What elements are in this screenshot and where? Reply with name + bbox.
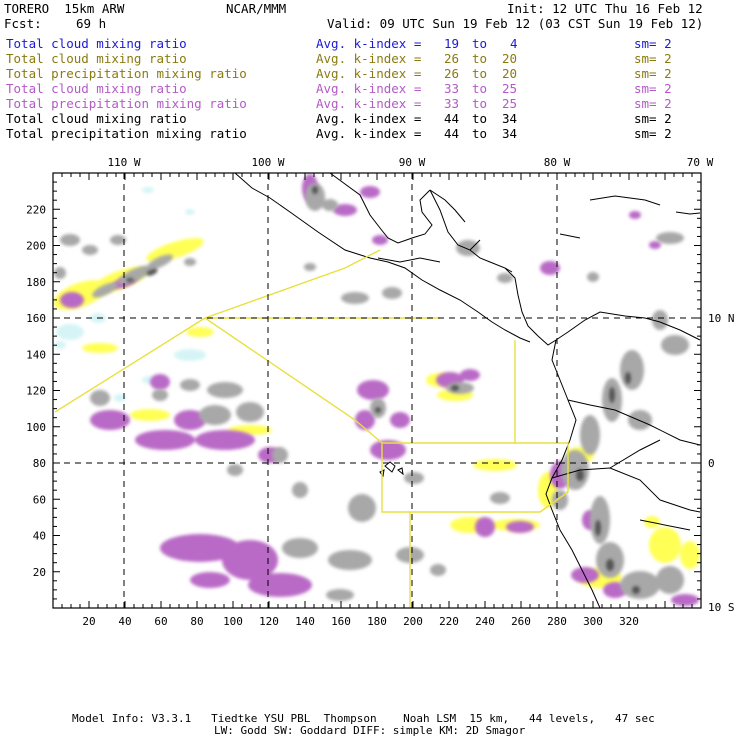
y-tick-label: 100: [26, 421, 46, 434]
legend-to: to: [472, 126, 488, 141]
legend-kindex: Avg. k-index =: [316, 111, 422, 126]
y-tick-label: 80: [33, 457, 46, 470]
legend-field: Total cloud mixing ratio: [6, 111, 187, 126]
legend-lo: 34: [502, 111, 518, 126]
y-tick-label: 220: [26, 203, 46, 216]
legend-hi: 33: [444, 96, 460, 111]
legend-to: to: [472, 111, 488, 126]
x-tick-label: 200: [403, 615, 423, 628]
coastlines: [234, 173, 701, 608]
x-tick-label: 80: [190, 615, 203, 628]
legend-field: Total cloud mixing ratio: [6, 36, 187, 51]
lon-label: 110 W: [107, 156, 140, 169]
x-tick-label: 320: [619, 615, 639, 628]
y-tick-label: 60: [33, 493, 46, 506]
lat-label: 10 N: [708, 312, 735, 325]
legend-kindex: Avg. k-index =: [316, 66, 422, 81]
y-tick-label: 140: [26, 348, 46, 361]
x-tick-label: 140: [295, 615, 315, 628]
legend-lo: 20: [502, 66, 518, 81]
x-tick-label: 300: [583, 615, 603, 628]
legend-hi: 44: [444, 126, 460, 141]
x-tick-label: 100: [223, 615, 243, 628]
x-tick-label: 280: [547, 615, 567, 628]
valid-time: Valid: 09 UTC Sun 19 Feb 12 (03 CST Sun …: [327, 16, 704, 31]
model-title: TORERO 15km ARW: [4, 1, 125, 16]
legend-kindex: Avg. k-index =: [316, 51, 422, 66]
lon-label: 80 W: [544, 156, 571, 169]
model-info: Model Info: V3.3.1 Tiedtke YSU PBL Thomp…: [72, 712, 655, 725]
x-tick-label: 20: [82, 615, 95, 628]
legend-to: to: [472, 51, 488, 66]
lon-label: 100 W: [251, 156, 284, 169]
legend-sm: sm= 2: [634, 51, 672, 66]
lon-label: 70 W: [687, 156, 714, 169]
y-tick-label: 120: [26, 385, 46, 398]
x-tick-label: 60: [154, 615, 167, 628]
legend-kindex: Avg. k-index =: [316, 36, 422, 51]
x-tick-label: 180: [367, 615, 387, 628]
legend-kindex: Avg. k-index =: [316, 126, 422, 141]
x-tick-label: 220: [439, 615, 459, 628]
organization-label: NCAR/MMM: [226, 1, 287, 16]
y-tick-label: 160: [26, 312, 46, 325]
legend-field: Total precipitation mixing ratio: [6, 66, 247, 81]
x-axis-ticks: 20 40 60 80 100 120 140 160 180 200 220 240 260 280 30…: [61, 173, 693, 628]
lat-label: 10 S: [708, 601, 735, 614]
legend-lo: 34: [502, 126, 518, 141]
legend-hi: 26: [444, 66, 460, 81]
legend-sm: sm= 2: [634, 81, 672, 96]
forecast-label: Fcst:: [4, 16, 42, 31]
init-time: Init: 12 UTC Thu 16 Feb 12: [507, 1, 703, 16]
lat-label: 0: [708, 457, 715, 470]
y-tick-label: 200: [26, 240, 46, 253]
legend-field: Total precipitation mixing ratio: [6, 96, 247, 111]
legend-field: Total precipitation mixing ratio: [6, 126, 247, 141]
forecast-hours: 69 h: [76, 16, 107, 31]
legend-hi: 19: [444, 36, 460, 51]
x-tick-label: 260: [511, 615, 531, 628]
legend-field: Total cloud mixing ratio: [6, 81, 187, 96]
legend-sm: sm= 2: [634, 36, 672, 51]
x-tick-label: 120: [259, 615, 279, 628]
y-axis-ticks: 220 200 180 160 140 120 100 80 60 40 20: [26, 181, 701, 600]
legend-lo: 25: [502, 81, 518, 96]
legend-to: to: [472, 96, 488, 111]
cloud-field-low-kindex: [54, 187, 206, 402]
legend-sm: sm= 2: [634, 96, 672, 111]
legend-to: to: [472, 36, 488, 51]
legend-sm: sm= 2: [634, 66, 672, 81]
legend-field: Total cloud mixing ratio: [6, 51, 187, 66]
physics-info: LW: Godd SW: Goddard DIFF: simple KM: 2D…: [214, 724, 526, 737]
legend-hi: 33: [444, 81, 460, 96]
y-tick-label: 40: [33, 530, 46, 543]
x-tick-label: 240: [475, 615, 495, 628]
legend-lo: 4: [510, 36, 518, 51]
precip-field-high-kindex: [126, 186, 640, 594]
y-tick-label: 20: [33, 566, 46, 579]
legend-hi: 44: [444, 111, 460, 126]
legend-sm: sm= 2: [634, 111, 672, 126]
x-tick-label: 160: [331, 615, 351, 628]
legend-kindex: Avg. k-index =: [316, 96, 422, 111]
legend-to: to: [472, 66, 488, 81]
legend-lo: 20: [502, 51, 518, 66]
legend-lo: 25: [502, 96, 518, 111]
lat-lon-grid: [53, 173, 701, 608]
cloud-field-high-kindex: [54, 183, 689, 601]
y-tick-label: 180: [26, 276, 46, 289]
legend-hi: 26: [444, 51, 460, 66]
legend-sm: sm= 2: [634, 126, 672, 141]
legend-to: to: [472, 81, 488, 96]
x-tick-label: 40: [118, 615, 131, 628]
map-content: [53, 173, 701, 608]
lon-label: 90 W: [399, 156, 426, 169]
legend-kindex: Avg. k-index =: [316, 81, 422, 96]
